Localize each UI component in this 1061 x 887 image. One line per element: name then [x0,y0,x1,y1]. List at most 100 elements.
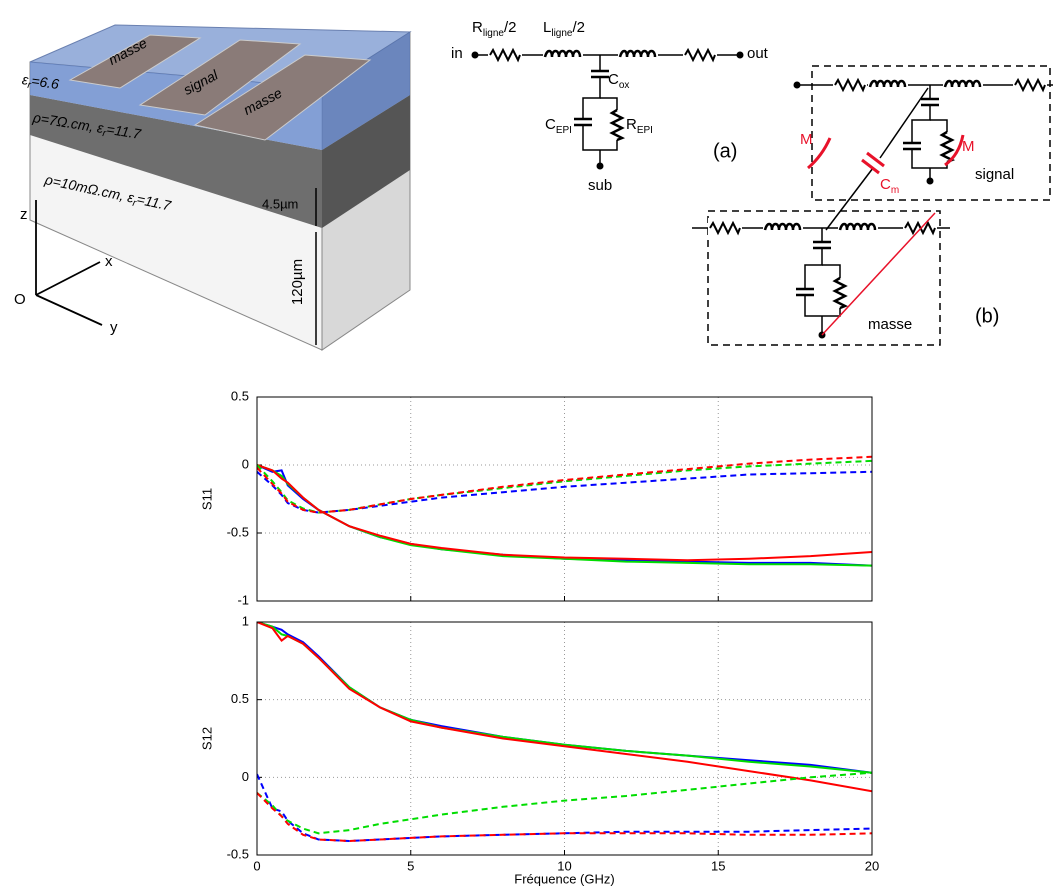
data-line [257,792,872,843]
wire [911,150,948,169]
wire [804,249,823,288]
axis-label: O [14,291,26,308]
coupling-wire [825,167,874,231]
x-tick-label: 0 [253,858,260,873]
text-part: =11.7 [106,120,144,141]
terminal-label: in [451,45,463,62]
wire [911,106,931,142]
text-part: /2 [504,19,517,36]
wire [582,78,601,118]
text-part: C [545,116,556,133]
x-axis-label: Fréquence (GHz) [514,871,614,886]
text-part: =11.7 [135,190,173,213]
axis-arrow [35,261,101,296]
y-tick-label: 0.5 [231,388,249,403]
terminal [736,51,744,59]
y-tick-label: 1 [242,613,249,628]
box-label: signal [975,166,1014,183]
wire [822,264,841,278]
data-line [257,455,872,514]
data-line [257,464,872,562]
component-label: Cox [608,71,629,91]
layer-label: εr=6.6 [21,71,61,95]
chart: 0 5 10 15 20 -0.5 0 0.5 1 S12 Fréquence (GHz) [199,613,879,886]
terminal [596,162,604,170]
x-tick-label: 5 [407,858,414,873]
masse-box [707,210,941,346]
subscript: ox [619,80,630,91]
data-line [257,622,872,793]
text-part: R [626,116,637,133]
mutual-label: M [800,131,813,148]
y-tick-label: -0.5 [227,524,249,539]
circuit-b: M M Cm signal masse (b) [692,65,1053,346]
axis-label: z [20,206,28,223]
x-tick-label: 10 [557,858,571,873]
substrate-link [821,212,936,336]
capacitor [589,69,611,79]
circuit-a: Rligne/2 Lligne/2 in out Cox CEPI REPI s… [451,19,769,194]
mutual-arrow [807,137,832,170]
text-part: ε [21,71,30,88]
axis-arrow [35,294,103,326]
x-tick-label: 20 [865,858,879,873]
component-label: REPI [626,116,653,136]
component-label: Rligne/2 [472,19,517,39]
data-line [257,773,872,843]
chart: -1 -0.5 0 0.5 S11 [199,388,873,607]
y-tick-label: -1 [237,592,249,607]
subscript: r [102,128,108,139]
mask [543,45,583,65]
y-tick-label: 0 [242,769,249,784]
subscript: r [27,80,32,91]
text-part: C [880,176,891,193]
wire [582,126,618,151]
mask [763,218,803,238]
plot-frame [256,396,873,602]
wire [930,119,948,132]
terminal-label: sub [588,177,612,194]
strip-masse [193,54,372,141]
mask [943,75,983,95]
y-axis-label: S11 [199,488,214,510]
mutual-label: M [962,138,975,155]
y-tick-label: 0.5 [231,691,249,706]
subscript: EPI [556,125,572,136]
coupling-capacitor [861,158,880,175]
data-line [257,622,872,774]
capacitor [919,97,941,107]
terminal [926,177,934,185]
dimension-label: 4.5µm [262,196,298,211]
box-label: masse [868,316,912,333]
structure-3d: masse signal masse εr=6.6 ρ=7Ω.cm, εr=11… [14,24,412,351]
component-label: Cm [880,176,899,196]
subscript: ligne [551,28,573,39]
mutual-arrow [944,134,965,167]
subscript: ligne [483,28,505,39]
capacitor [572,117,594,127]
text-part: R [472,19,483,36]
strip-masse [68,34,202,89]
axis-label: y [110,319,118,336]
axis-label: x [105,253,113,270]
y-axis-label: S12 [199,727,214,750]
capacitor [794,287,816,297]
panel-label: (a) [713,140,737,162]
plot-area [257,397,872,601]
text-part: L [543,19,551,36]
plot-frame [256,621,873,856]
terminal [793,81,801,89]
component-label: Lligne/2 [543,19,585,39]
mask [868,75,908,95]
text-part: /2 [572,19,585,36]
terminal-label: out [747,45,769,62]
oxide-side [322,32,410,150]
subscript: m [891,185,899,196]
resistor [940,130,954,164]
subscript: EPI [637,125,653,136]
x-tick-label: 15 [711,858,725,873]
y-tick-label: 0 [242,456,249,471]
signal-box [811,65,1051,201]
panel-label: (b) [975,305,999,327]
